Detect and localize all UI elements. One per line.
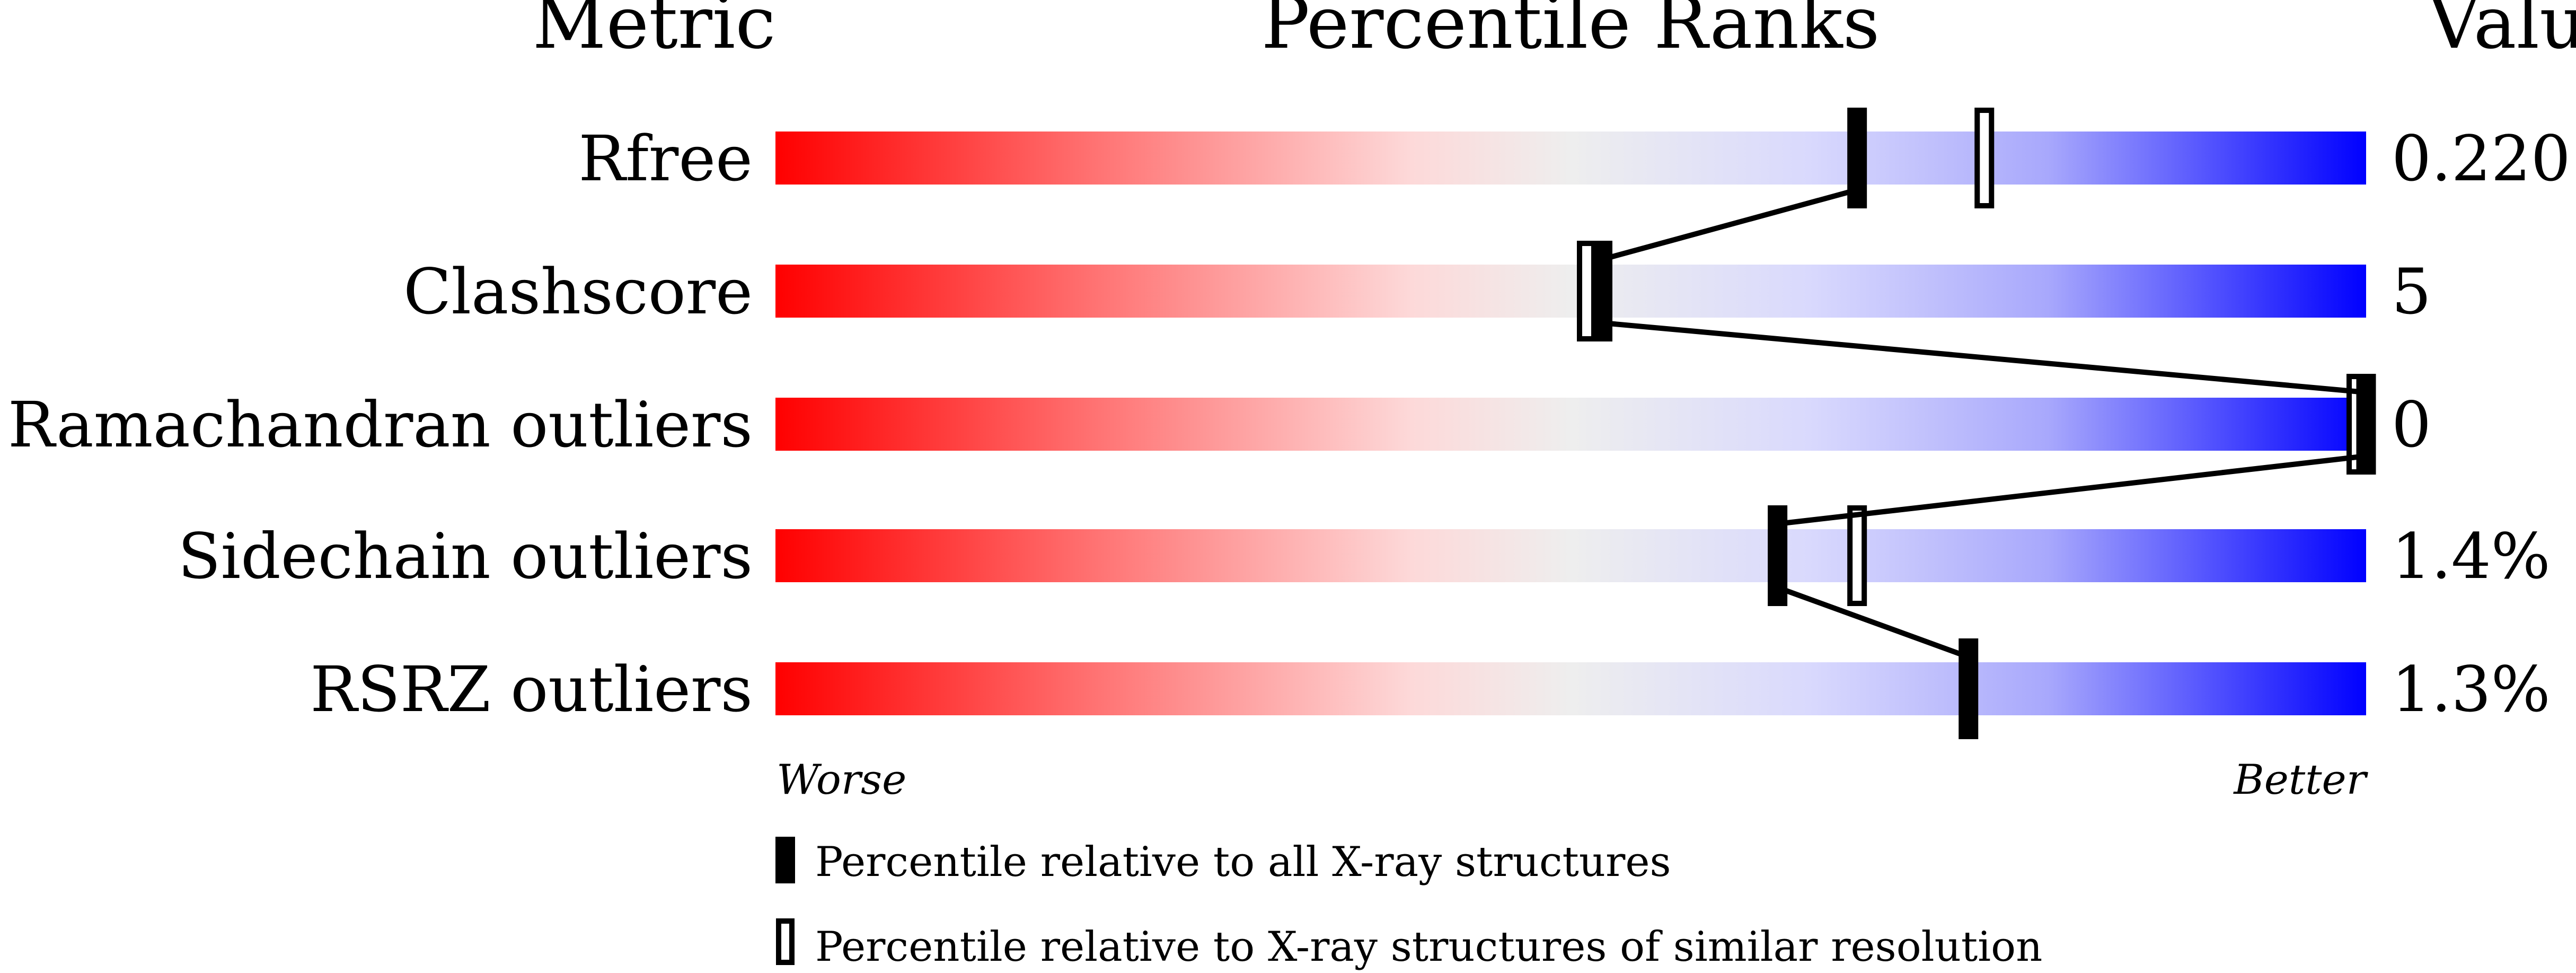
header-metric: Metric xyxy=(532,0,775,65)
connector-line xyxy=(1602,320,2367,395)
connector-line xyxy=(1602,187,1858,262)
percentile-bar xyxy=(775,265,2366,318)
axis-label-better: Better xyxy=(2233,756,2368,804)
percentile-bar xyxy=(775,398,2366,451)
metric-label: Ramachandran outliers xyxy=(8,388,753,461)
metric-label: Clashscore xyxy=(403,255,753,328)
metric-label: Rfree xyxy=(578,122,753,195)
legend-label-all: Percentile relative to all X-ray structu… xyxy=(815,838,1671,886)
connector-line xyxy=(1776,585,1970,660)
metric-label: RSRZ outliers xyxy=(310,653,753,726)
metric-value: 1.4% xyxy=(2392,520,2551,593)
metric-row: Sidechain outliers 1.4% xyxy=(178,505,2551,606)
legend-filled-marker xyxy=(775,837,795,883)
metric-value: 5 xyxy=(2392,255,2431,328)
metric-row: RSRZ outliers 1.3% xyxy=(310,638,2551,739)
marker-similar-resolution xyxy=(1577,241,1597,341)
legend-label-similar: Percentile relative to X-ray structures … xyxy=(815,923,2042,971)
header-value: Value xyxy=(2427,0,2576,65)
metric-value: 0 xyxy=(2392,388,2431,461)
metric-row: Rfree 0.220 xyxy=(578,108,2571,208)
percentile-bar xyxy=(775,529,2366,582)
legend-open-marker xyxy=(776,918,795,965)
marker-similar-resolution xyxy=(1974,108,1995,208)
metric-row: Ramachandran outliers 0 xyxy=(8,374,2431,475)
percentile-bar xyxy=(775,662,2366,715)
metric-label: Sidechain outliers xyxy=(178,520,753,593)
metric-value: 1.3% xyxy=(2392,653,2551,726)
connector-line xyxy=(1777,453,2367,527)
metric-value: 0.220 xyxy=(2392,122,2571,195)
marker-similar-resolution xyxy=(1847,505,1867,606)
header-percentile-ranks: Percentile Ranks xyxy=(1261,0,1880,65)
axis-label-worse: Worse xyxy=(777,756,906,804)
metric-row: Clashscore 5 xyxy=(403,241,2431,341)
percentile-bar xyxy=(775,132,2366,185)
